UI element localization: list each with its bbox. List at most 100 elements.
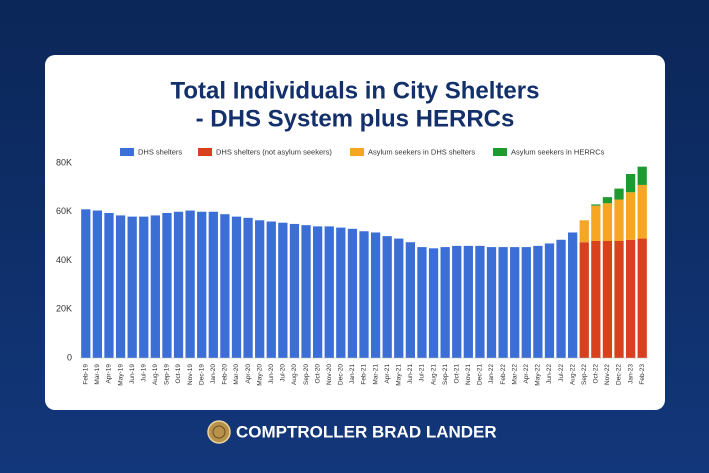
x-tick-label: Oct-21 [453, 364, 460, 384]
x-tick-label: Oct-22 [593, 364, 600, 384]
bar [162, 212, 172, 358]
x-tick-label: Mar-20 [233, 364, 240, 385]
x-tick-label: Jun-19 [129, 364, 136, 384]
bar [115, 215, 126, 358]
x-tick-label: May-19 [117, 364, 124, 386]
bar [579, 220, 589, 243]
bar [255, 220, 265, 358]
legend-swatch [493, 148, 507, 156]
bar [625, 192, 636, 240]
bar [591, 205, 601, 241]
bar [440, 247, 450, 358]
bar [197, 211, 207, 358]
bar [602, 203, 613, 241]
bar [486, 247, 497, 358]
bar [510, 247, 520, 358]
chart-title: - DHS System plus HERRCs [196, 105, 515, 132]
x-tick-label: Jan-23 [627, 364, 634, 384]
x-tick-label: Oct-20 [314, 364, 321, 384]
bar [173, 211, 184, 358]
y-tick-label: 80K [56, 157, 72, 167]
legend-label: Asylum seekers in HERRCs [511, 147, 605, 156]
x-tick-label: Jul-20 [280, 364, 287, 382]
bar [208, 211, 218, 358]
bar [231, 216, 242, 358]
x-tick-label: Feb-23 [639, 364, 646, 385]
x-tick-label: Apr-20 [245, 364, 252, 384]
bar [185, 210, 195, 358]
x-tick-label: Sep-22 [581, 364, 588, 385]
bar [370, 232, 381, 358]
bar [243, 217, 253, 358]
x-tick-label: Jul-21 [419, 364, 426, 382]
x-tick-label: Mar-22 [511, 364, 518, 385]
x-tick-label: Aug-22 [569, 364, 576, 385]
bar [417, 247, 427, 358]
x-tick-label: Aug-20 [291, 364, 298, 385]
x-tick-label: Feb-19 [83, 364, 90, 385]
x-tick-label: May-22 [535, 364, 542, 386]
x-tick-label: Jan-22 [488, 364, 495, 384]
bar [637, 166, 647, 185]
x-tick-label: Dec-21 [477, 364, 484, 385]
bar [92, 210, 103, 358]
x-tick-label: Sep-21 [442, 364, 449, 385]
legend-swatch [350, 148, 364, 156]
x-tick-label: Feb-21 [361, 364, 368, 385]
legend-swatch [120, 148, 134, 156]
bar [220, 214, 230, 358]
bar [521, 247, 531, 358]
bar [475, 245, 485, 358]
x-tick-label: Feb-22 [500, 364, 507, 385]
x-tick-label: Jul-22 [558, 364, 565, 382]
bar [498, 247, 508, 358]
bar [602, 197, 613, 204]
bar [591, 241, 601, 358]
y-tick-label: 20K [56, 304, 72, 314]
x-tick-label: Oct-19 [175, 364, 182, 384]
x-tick-label: Nov-19 [187, 364, 194, 385]
chart-title: Total Individuals in City Shelters [171, 77, 540, 104]
bar [614, 199, 624, 241]
bar [625, 173, 636, 193]
footer-text: COMPTROLLER BRAD LANDER [236, 422, 497, 441]
bar [637, 238, 647, 358]
x-tick-label: Jan-20 [210, 364, 217, 384]
bar [637, 184, 647, 239]
x-tick-label: Sep-19 [164, 364, 171, 385]
bar [405, 242, 416, 358]
x-tick-label: Jan-21 [349, 364, 356, 384]
x-tick-label: Apr-22 [523, 364, 530, 384]
bar [278, 222, 288, 358]
seal [207, 420, 231, 444]
y-tick-label: 40K [56, 255, 72, 265]
bar [104, 212, 114, 358]
x-tick-label: Nov-20 [326, 364, 333, 385]
bar [312, 226, 323, 358]
x-tick-label: Aug-21 [430, 364, 437, 385]
bar [602, 241, 613, 358]
bar [150, 215, 160, 358]
bar [347, 228, 358, 358]
legend-label: DHS shelters (not asylum seekers) [216, 147, 332, 156]
bar [324, 226, 334, 358]
x-tick-label: Dec-20 [338, 364, 345, 385]
x-tick-label: Feb-20 [222, 364, 229, 385]
bar [463, 245, 473, 358]
bar [625, 239, 636, 358]
legend-label: DHS shelters [138, 147, 182, 156]
bar [533, 245, 543, 358]
x-tick-label: Apr-21 [384, 364, 391, 384]
bar [81, 209, 91, 358]
x-tick-label: May-21 [395, 364, 402, 386]
legend-label: Asylum seekers in DHS shelters [368, 147, 475, 156]
bar [139, 216, 149, 358]
x-tick-label: Nov-22 [604, 364, 611, 385]
x-tick-label: Aug-19 [152, 364, 159, 385]
x-tick-label: May-20 [256, 364, 263, 386]
bar [336, 227, 346, 358]
bar [614, 241, 624, 358]
x-tick-label: Jul-19 [140, 364, 147, 382]
